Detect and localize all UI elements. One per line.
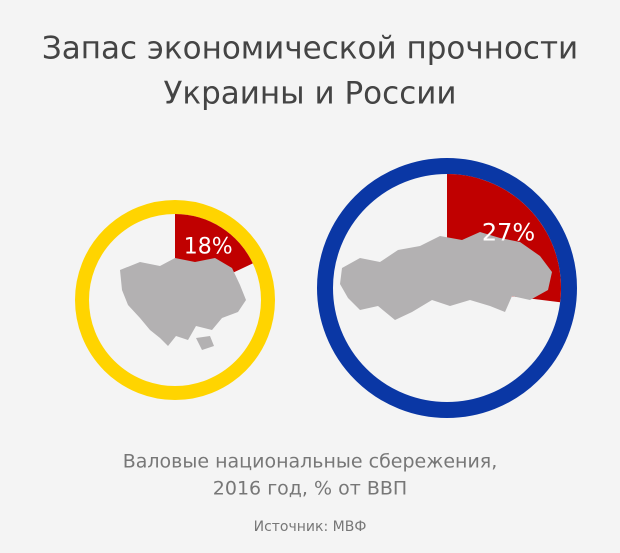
value-label: 18% bbox=[184, 235, 233, 260]
source: Источник: МВФ bbox=[254, 519, 367, 535]
title-line: Запас экономической прочности bbox=[42, 31, 578, 67]
ring bbox=[75, 200, 275, 400]
subtitle-line: Валовые национальные сбережения, bbox=[123, 451, 498, 473]
country-map bbox=[340, 232, 552, 320]
title-line: Украины и России bbox=[163, 76, 456, 112]
ring bbox=[317, 158, 577, 418]
value-label: 27% bbox=[482, 219, 535, 247]
subtitle-line: 2016 год, % от ВВП bbox=[213, 478, 407, 500]
country-map bbox=[120, 258, 246, 350]
charts: 18% 27% bbox=[75, 158, 577, 418]
